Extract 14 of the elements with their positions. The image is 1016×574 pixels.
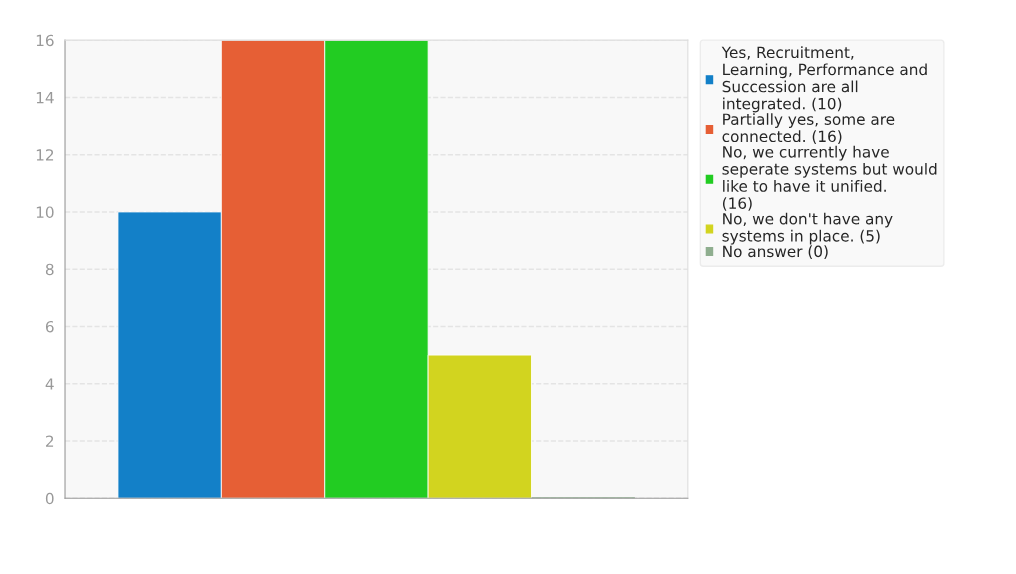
y-tick-label: 14	[36, 92, 54, 104]
y-tick-label: 8	[45, 263, 54, 276]
y-tick-label: 12	[36, 149, 54, 161]
legend-label: No answer (0)	[723, 245, 828, 259]
y-tick-label: 16	[36, 34, 54, 47]
y-tick-label: 6	[45, 320, 54, 333]
y-tick-label: 0	[45, 492, 54, 505]
legend-label: Yes, Recruitment, Learning, Performance and Succession are all integrated. (10)	[721, 46, 927, 113]
y-tick-label: 4	[45, 378, 54, 390]
legend-label: No, we don't have any systems in place. (5)	[722, 212, 893, 245]
legend-label: No, we currently have seperate systems but would like to have it unified. (16)	[722, 145, 937, 211]
legend-label: Partially yes, some are connected. (16)	[722, 113, 895, 144]
y-tick-label: 10	[36, 206, 54, 218]
y-tick-label: 2	[46, 435, 54, 447]
